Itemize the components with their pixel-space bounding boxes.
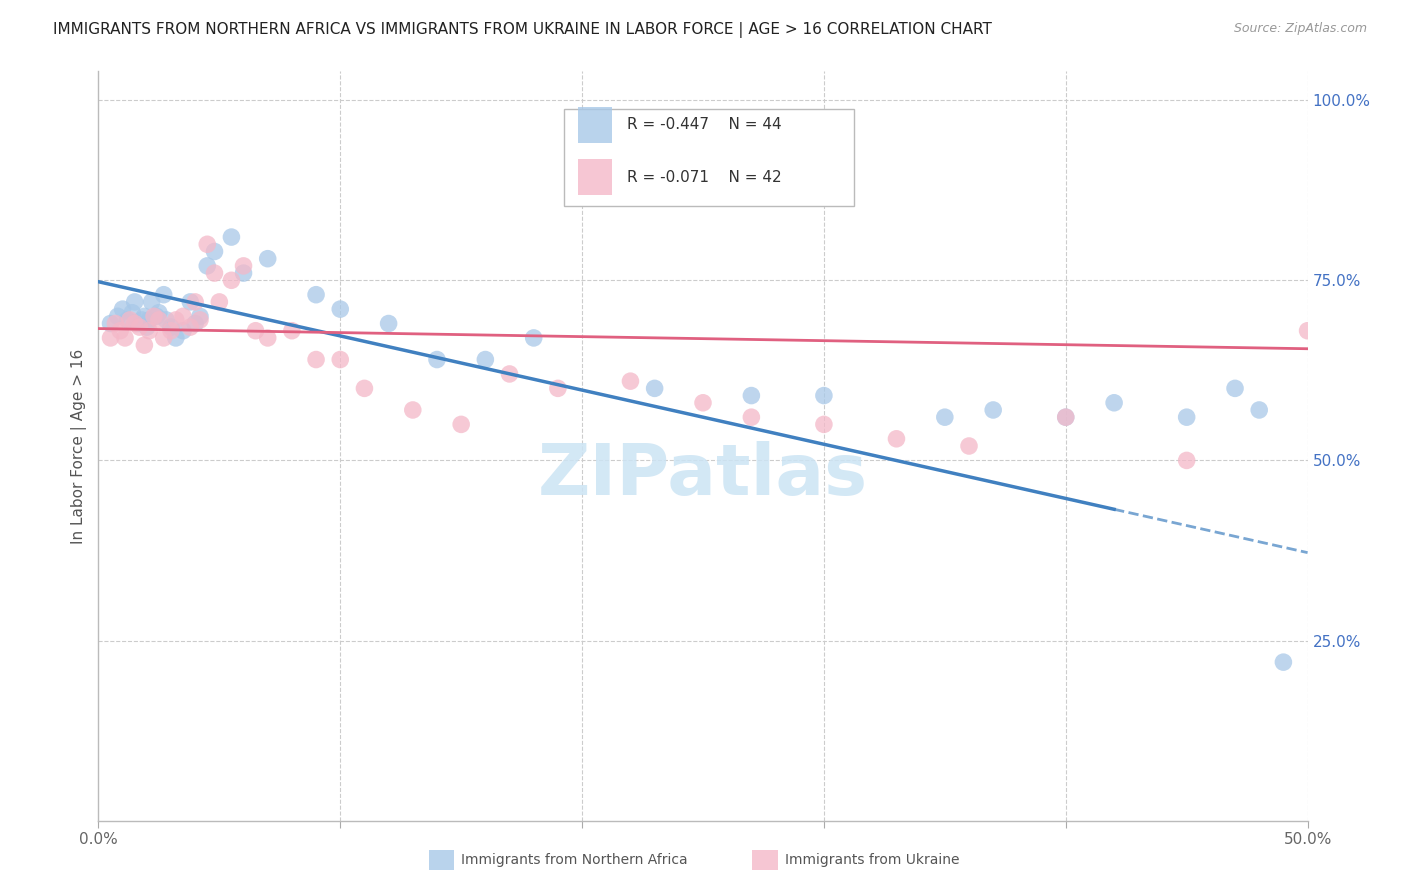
- FancyBboxPatch shape: [564, 109, 855, 206]
- Bar: [578, 106, 613, 143]
- Point: [138, 324, 160, 338]
- Point: [619, 374, 641, 388]
- Point: [1175, 453, 1198, 467]
- Point: [188, 313, 211, 327]
- Point: [134, 310, 156, 324]
- Point: [692, 396, 714, 410]
- Point: [172, 324, 194, 338]
- Point: [148, 313, 170, 327]
- Point: [498, 367, 520, 381]
- Point: [204, 266, 226, 280]
- Point: [1175, 410, 1198, 425]
- Point: [245, 324, 267, 338]
- Point: [114, 331, 136, 345]
- Text: R = -0.447    N = 44: R = -0.447 N = 44: [627, 117, 782, 132]
- Point: [1296, 324, 1319, 338]
- Point: [124, 317, 146, 331]
- Point: [329, 302, 352, 317]
- Text: IMMIGRANTS FROM NORTHERN AFRICA VS IMMIGRANTS FROM UKRAINE IN LABOR FORCE | AGE : IMMIGRANTS FROM NORTHERN AFRICA VS IMMIG…: [53, 22, 993, 38]
- Text: Immigrants from Ukraine: Immigrants from Ukraine: [785, 853, 959, 867]
- Point: [1249, 403, 1271, 417]
- Point: [232, 259, 254, 273]
- Point: [305, 287, 328, 301]
- Text: R = -0.071    N = 42: R = -0.071 N = 42: [627, 169, 782, 185]
- Point: [100, 317, 122, 331]
- Point: [256, 252, 278, 266]
- Point: [1054, 410, 1077, 425]
- Point: [145, 310, 167, 324]
- Point: [108, 324, 131, 338]
- Point: [121, 306, 143, 320]
- Point: [111, 302, 134, 317]
- Point: [221, 230, 243, 244]
- Point: [740, 388, 762, 402]
- Point: [107, 310, 129, 324]
- Point: [281, 324, 304, 338]
- Point: [160, 320, 183, 334]
- Point: [128, 320, 150, 334]
- Point: [1223, 381, 1246, 395]
- Point: [402, 403, 425, 417]
- Text: Immigrants from Northern Africa: Immigrants from Northern Africa: [461, 853, 688, 867]
- Point: [957, 439, 980, 453]
- Point: [165, 313, 187, 327]
- Point: [353, 381, 375, 395]
- Point: [117, 313, 139, 327]
- Point: [124, 294, 146, 309]
- Bar: [578, 159, 613, 195]
- Point: [165, 331, 187, 345]
- Point: [152, 287, 174, 301]
- Y-axis label: In Labor Force | Age > 16: In Labor Force | Age > 16: [72, 349, 87, 543]
- Point: [100, 331, 122, 345]
- Point: [474, 352, 496, 367]
- Point: [426, 352, 449, 367]
- Point: [184, 317, 207, 331]
- Point: [221, 273, 243, 287]
- Point: [138, 313, 160, 327]
- Point: [141, 294, 163, 309]
- Point: [232, 266, 254, 280]
- Point: [547, 381, 569, 395]
- Point: [934, 410, 956, 425]
- Point: [143, 310, 166, 324]
- Point: [148, 306, 170, 320]
- Point: [1102, 396, 1125, 410]
- Point: [155, 313, 177, 327]
- Text: ZIPatlas: ZIPatlas: [538, 442, 868, 510]
- Point: [135, 320, 157, 334]
- Point: [134, 338, 156, 352]
- Point: [886, 432, 908, 446]
- Point: [152, 331, 174, 345]
- Point: [208, 294, 231, 309]
- Point: [118, 313, 141, 327]
- Point: [450, 417, 472, 432]
- Point: [131, 313, 153, 327]
- Point: [981, 403, 1004, 417]
- Point: [813, 388, 835, 402]
- Point: [644, 381, 666, 395]
- Point: [188, 310, 211, 324]
- Point: [377, 317, 399, 331]
- Point: [160, 324, 183, 338]
- Point: [172, 310, 194, 324]
- Point: [179, 294, 201, 309]
- Point: [104, 317, 127, 331]
- Point: [305, 352, 328, 367]
- Point: [256, 331, 278, 345]
- Point: [195, 259, 218, 273]
- Point: [204, 244, 226, 259]
- Text: Source: ZipAtlas.com: Source: ZipAtlas.com: [1233, 22, 1367, 36]
- Point: [523, 331, 546, 345]
- Point: [329, 352, 352, 367]
- Point: [1272, 655, 1295, 669]
- Point: [195, 237, 218, 252]
- Point: [179, 320, 201, 334]
- Point: [127, 317, 149, 331]
- Point: [740, 410, 762, 425]
- Point: [1054, 410, 1077, 425]
- Point: [813, 417, 835, 432]
- Point: [184, 294, 207, 309]
